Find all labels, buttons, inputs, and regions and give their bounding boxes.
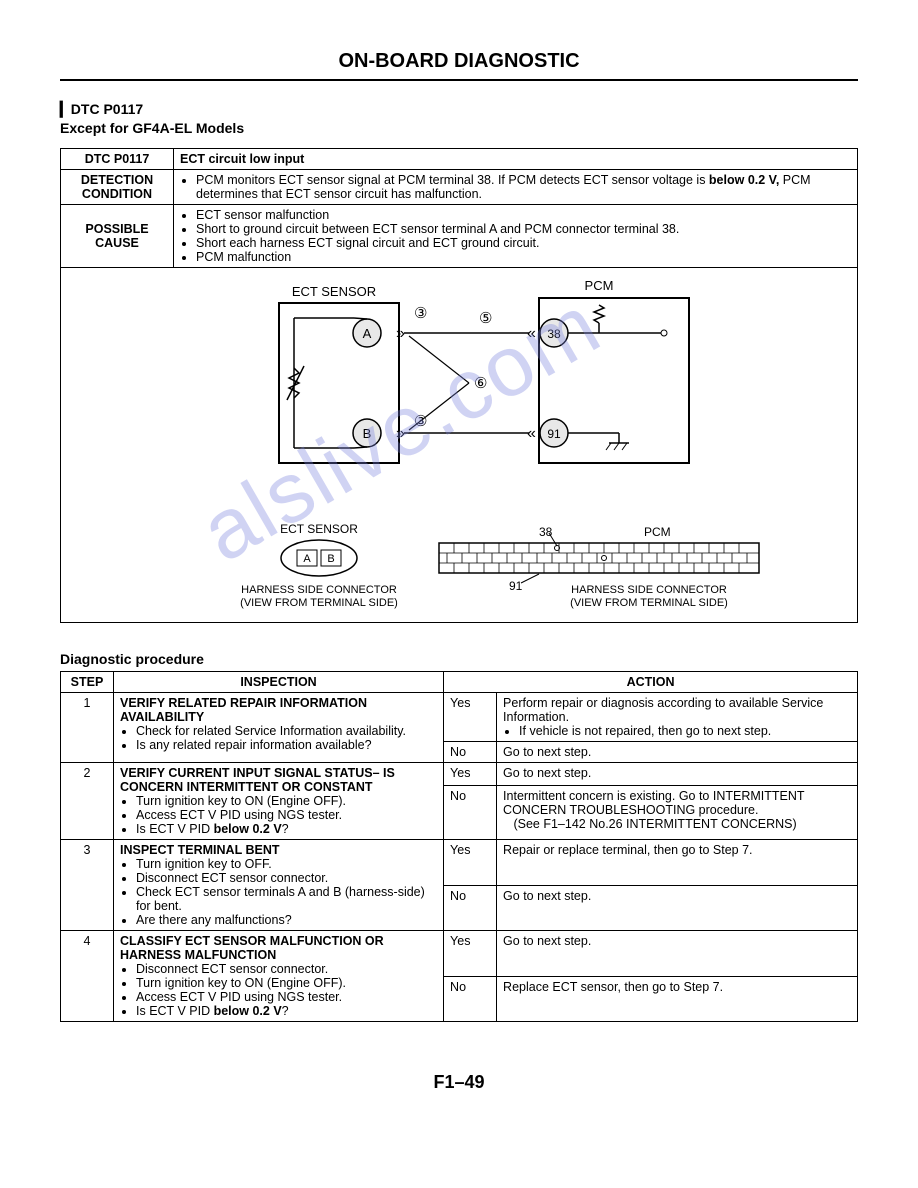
info-cause-value: ECT sensor malfunction Short to ground c… bbox=[174, 205, 858, 268]
info-dtc-value: ECT circuit low input bbox=[174, 149, 858, 170]
step-3-inspection: INSPECT TERMINAL BENT Turn ignition key … bbox=[114, 840, 444, 931]
info-table: DTC P0117 ECT circuit low input DETECTIO… bbox=[60, 148, 858, 268]
svg-text:③: ③ bbox=[414, 305, 427, 322]
info-cause-label: POSSIBLE CAUSE bbox=[61, 205, 174, 268]
svg-text:(VIEW FROM TERMINAL SIDE): (VIEW FROM TERMINAL SIDE) bbox=[240, 597, 398, 609]
th-inspection: INSPECTION bbox=[114, 672, 444, 693]
step-1-no: Go to next step. bbox=[497, 742, 858, 763]
step-3: 3 bbox=[61, 840, 114, 931]
step-4-inspection: CLASSIFY ECT SENSOR MALFUNCTION OR HARNE… bbox=[114, 931, 444, 1022]
svg-text:A: A bbox=[363, 326, 372, 341]
info-detection-label: DETECTION CONDITION bbox=[61, 170, 174, 205]
step-4-no-label: No bbox=[444, 976, 497, 1022]
page: alslive.com ON-BOARD DIAGNOSTIC ▎DTC P01… bbox=[0, 0, 918, 1133]
step-4-yes-label: Yes bbox=[444, 931, 497, 977]
svg-text:⑤: ⑤ bbox=[479, 310, 492, 327]
svg-text:A: A bbox=[303, 553, 311, 565]
svg-text:ECT SENSOR: ECT SENSOR bbox=[292, 284, 376, 299]
svg-text:PCM: PCM bbox=[644, 525, 671, 539]
info-dtc-label: DTC P0117 bbox=[61, 149, 174, 170]
step-3-yes: Repair or replace terminal, then go to S… bbox=[497, 840, 858, 886]
th-action: ACTION bbox=[444, 672, 858, 693]
svg-text:HARNESS SIDE CONNECTOR: HARNESS SIDE CONNECTOR bbox=[571, 584, 727, 596]
step-3-no-label: No bbox=[444, 885, 497, 931]
page-title: ON-BOARD DIAGNOSTIC bbox=[60, 50, 858, 81]
step-3-yes-label: Yes bbox=[444, 840, 497, 886]
step-1-yes: Perform repair or diagnosis according to… bbox=[497, 693, 858, 742]
svg-text:38: 38 bbox=[547, 327, 561, 341]
svg-text:⑥: ⑥ bbox=[474, 375, 487, 392]
svg-text:«: « bbox=[527, 425, 536, 442]
step-2: 2 bbox=[61, 763, 114, 840]
svg-text:HARNESS SIDE CONNECTOR: HARNESS SIDE CONNECTOR bbox=[241, 584, 397, 596]
procedure-table: STEP INSPECTION ACTION 1 VERIFY RELATED … bbox=[60, 671, 858, 1022]
svg-text:B: B bbox=[327, 553, 334, 565]
page-number: F1–49 bbox=[60, 1072, 858, 1093]
th-step: STEP bbox=[61, 672, 114, 693]
step-2-no-label: No bbox=[444, 786, 497, 840]
dtc-code: ▎DTC P0117 bbox=[60, 101, 858, 118]
svg-text:(VIEW FROM TERMINAL SIDE): (VIEW FROM TERMINAL SIDE) bbox=[570, 597, 728, 609]
step-2-no: Intermittent concern is existing. Go to … bbox=[497, 786, 858, 840]
step-2-yes: Go to next step. bbox=[497, 763, 858, 786]
svg-text:B: B bbox=[363, 426, 372, 441]
dtc-subtitle: Except for GF4A-EL Models bbox=[60, 120, 858, 136]
step-4-no: Replace ECT sensor, then go to Step 7. bbox=[497, 976, 858, 1022]
svg-text:91: 91 bbox=[547, 427, 561, 441]
svg-text:ECT SENSOR: ECT SENSOR bbox=[280, 522, 358, 536]
svg-text:91: 91 bbox=[509, 579, 523, 593]
circuit-diagram: ECT SENSOR PCM A B » » ③ bbox=[60, 268, 858, 623]
step-1-inspection: VERIFY RELATED REPAIR INFORMATION AVAILA… bbox=[114, 693, 444, 763]
svg-text:«: « bbox=[527, 325, 536, 342]
step-3-no: Go to next step. bbox=[497, 885, 858, 931]
svg-text:»: » bbox=[396, 425, 405, 442]
step-4: 4 bbox=[61, 931, 114, 1022]
step-1: 1 bbox=[61, 693, 114, 763]
svg-text:»: » bbox=[396, 325, 405, 342]
procedure-title: Diagnostic procedure bbox=[60, 651, 858, 667]
svg-text:PCM: PCM bbox=[585, 278, 614, 293]
step-2-inspection: VERIFY CURRENT INPUT SIGNAL STATUS– IS C… bbox=[114, 763, 444, 840]
step-4-yes: Go to next step. bbox=[497, 931, 858, 977]
step-1-no-label: No bbox=[444, 742, 497, 763]
step-1-yes-label: Yes bbox=[444, 693, 497, 742]
svg-text:38: 38 bbox=[539, 525, 553, 539]
step-2-yes-label: Yes bbox=[444, 763, 497, 786]
info-detection-value: PCM monitors ECT sensor signal at PCM te… bbox=[174, 170, 858, 205]
